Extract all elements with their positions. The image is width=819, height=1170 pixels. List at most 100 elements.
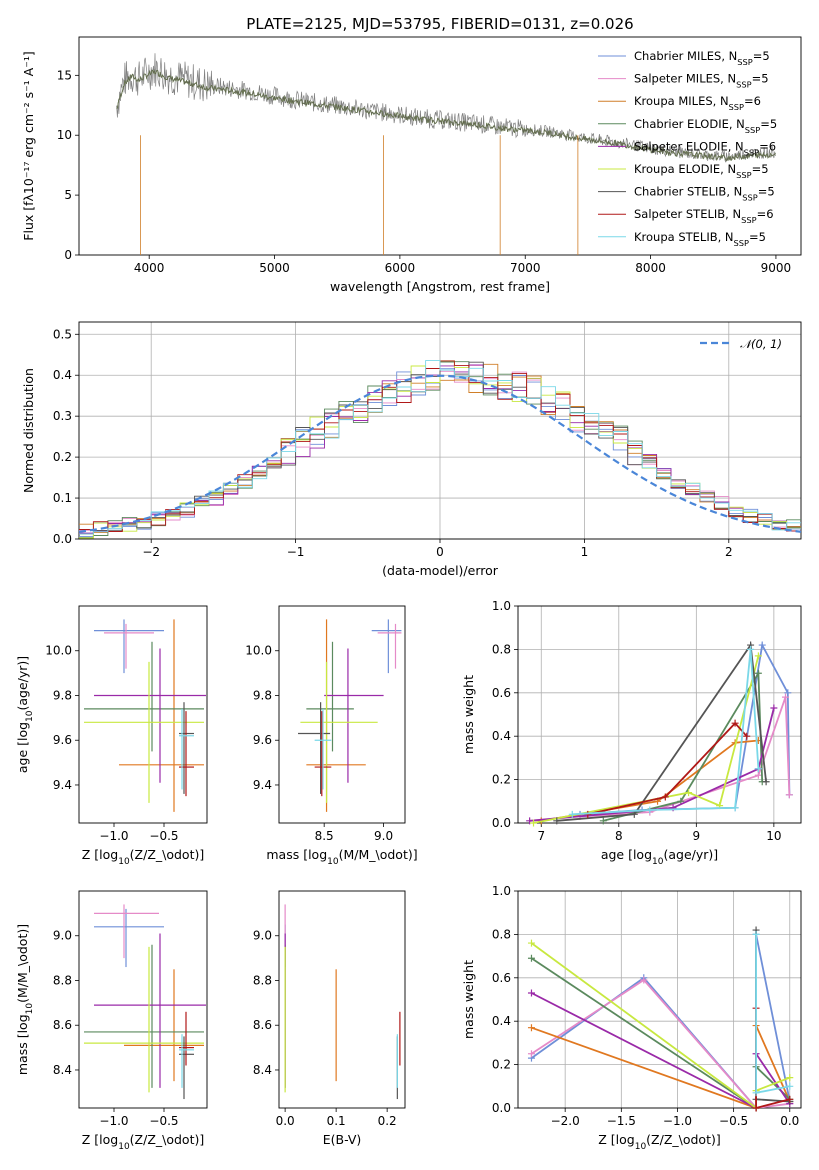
weight-point-marker — [754, 771, 762, 779]
histogram-step-line — [79, 361, 801, 535]
y-tick-label: 0.5 — [53, 327, 72, 341]
x-axis-label: Z [log10(Z/Z_\odot)] — [82, 1132, 205, 1152]
label-part: age [log — [601, 847, 652, 862]
label-part: Z [log — [598, 1132, 634, 1147]
weight-line — [556, 642, 767, 822]
axes-frame — [278, 605, 406, 824]
label-part: Normed distribution — [21, 368, 36, 493]
weight-point-marker — [568, 810, 576, 818]
legend-label: Salpeter ELODIE, NSSP=6 — [634, 139, 776, 157]
x-tick-label: 0.0 — [780, 1114, 799, 1128]
y-tick-label: 10.0 — [245, 644, 272, 658]
y-tick-label: 0.6 — [492, 686, 511, 700]
weight-point-marker — [785, 791, 793, 799]
weight-point-marker — [553, 817, 561, 825]
x-tick-label: 10 — [766, 829, 781, 843]
label-part: =6 — [744, 94, 761, 108]
legend-label: Chabrier ELODIE, NSSP=5 — [634, 117, 777, 135]
x-tick-label: 8000 — [635, 261, 666, 275]
y-tick-label: 1.0 — [492, 599, 511, 613]
label-part: (data-model)/error — [382, 563, 499, 578]
y-axis-label: mass [log10(M/M_\odot)] — [15, 924, 35, 1075]
y-tick-label: 0.2 — [53, 450, 72, 464]
y-tick-label: 10.0 — [45, 644, 72, 658]
label-part: )] — [15, 924, 30, 934]
y-tick-label: 0 — [64, 248, 72, 262]
x-axis-label: (data-model)/error — [382, 563, 499, 578]
weight-point-marker — [530, 819, 538, 827]
y-tick-label: 8.8 — [253, 973, 272, 987]
x-tick-label: −0.5 — [719, 1114, 748, 1128]
y-tick-label: 9.8 — [253, 688, 272, 702]
weight-point-marker — [752, 1104, 760, 1112]
label-part: Z [log — [82, 847, 118, 862]
weight-point-marker — [781, 693, 789, 701]
label-part: )] — [194, 847, 204, 862]
label-part: wavelength [Angstrom, rest frame] — [330, 279, 550, 294]
label-part: SSP — [745, 125, 760, 135]
label-part: age [log — [15, 722, 30, 773]
label-part: Z [log — [82, 1132, 118, 1147]
y-tick-label: 8.8 — [53, 973, 72, 987]
axes-frame — [78, 36, 802, 256]
weight-point-marker — [758, 641, 766, 649]
weight-line — [587, 721, 748, 816]
label-part: SSP — [737, 57, 752, 67]
weight-point-marker — [752, 1089, 760, 1097]
weight-point-marker — [754, 765, 762, 773]
y-axis-label: Flux [fλ10⁻¹⁷ erg cm⁻² s⁻¹ A⁻¹] — [21, 51, 36, 240]
legend-label: Chabrier MILES, NSSP=5 — [634, 49, 770, 67]
y-tick-label: 0.4 — [492, 1014, 511, 1028]
weight-point-marker — [786, 1095, 794, 1103]
label-part: Salpeter STELIB, N — [634, 207, 741, 221]
x-axis-label: mass [log10(M/M_\odot)] — [266, 847, 417, 867]
label-part: SSP — [741, 215, 756, 225]
label-part: =6 — [759, 139, 776, 153]
label-part: Chabrier ELODIE, N — [634, 117, 745, 131]
y-axis-label: mass weight — [461, 960, 476, 1039]
label-part: mass [log — [15, 1014, 30, 1075]
y-tick-label: 9.0 — [253, 929, 272, 943]
y-tick-label: 8.6 — [253, 1018, 272, 1032]
label-part: =5 — [752, 72, 769, 86]
x-tick-label: 0.0 — [276, 1114, 295, 1128]
y-tick-label: 5 — [64, 188, 72, 202]
y-tick-label: 9.0 — [53, 929, 72, 943]
x-tick-label: −2.0 — [551, 1114, 580, 1128]
weight-point-marker — [599, 817, 607, 825]
label-part: 10 — [327, 857, 339, 867]
weight-line — [529, 707, 775, 822]
x-axis-label: wavelength [Angstrom, rest frame] — [330, 279, 550, 294]
weight-point-marker — [770, 704, 778, 712]
label-part: =5 — [753, 49, 770, 63]
label-part: mass [log — [266, 847, 327, 862]
legend-label: Salpeter MILES, NSSP=5 — [634, 72, 769, 90]
y-tick-label: 0.6 — [492, 971, 511, 985]
weight-point-marker — [685, 789, 693, 797]
label-part: (age/yr)] — [15, 656, 30, 711]
label-part: =5 — [758, 185, 775, 199]
x-axis-label: Z [log10(Z/Z_\odot)] — [598, 1132, 721, 1152]
weight-point-marker — [526, 817, 534, 825]
y-tick-label: 0.4 — [492, 729, 511, 743]
legend-label: Chabrier STELIB, NSSP=5 — [634, 185, 775, 203]
label-part: Salpeter ELODIE, N — [634, 139, 744, 153]
label-part: 10 — [635, 1142, 647, 1152]
x-tick-label: 4000 — [134, 261, 165, 275]
x-tick-label: −1.0 — [99, 1114, 128, 1128]
weight-point-marker — [640, 976, 648, 984]
y-tick-label: 0.8 — [492, 642, 511, 656]
legend-label: 𝒩(0, 1) — [740, 337, 782, 351]
x-tick-label: −1 — [287, 545, 305, 559]
label-part: _\odot — [671, 1132, 711, 1147]
label-part: (M/M — [339, 847, 370, 862]
label-part: Salpeter MILES, N — [634, 72, 736, 86]
y-axis-label: age [log10(age/yr)] — [15, 656, 35, 773]
label-part: _\odot — [368, 847, 408, 862]
legend-label: Salpeter STELIB, NSSP=6 — [634, 207, 774, 225]
label-part: =6 — [757, 207, 774, 221]
weight-line — [531, 978, 790, 1108]
weight-point-marker — [754, 669, 762, 677]
weight-point-marker — [527, 939, 535, 947]
label-part: (age/yr)] — [663, 847, 718, 862]
